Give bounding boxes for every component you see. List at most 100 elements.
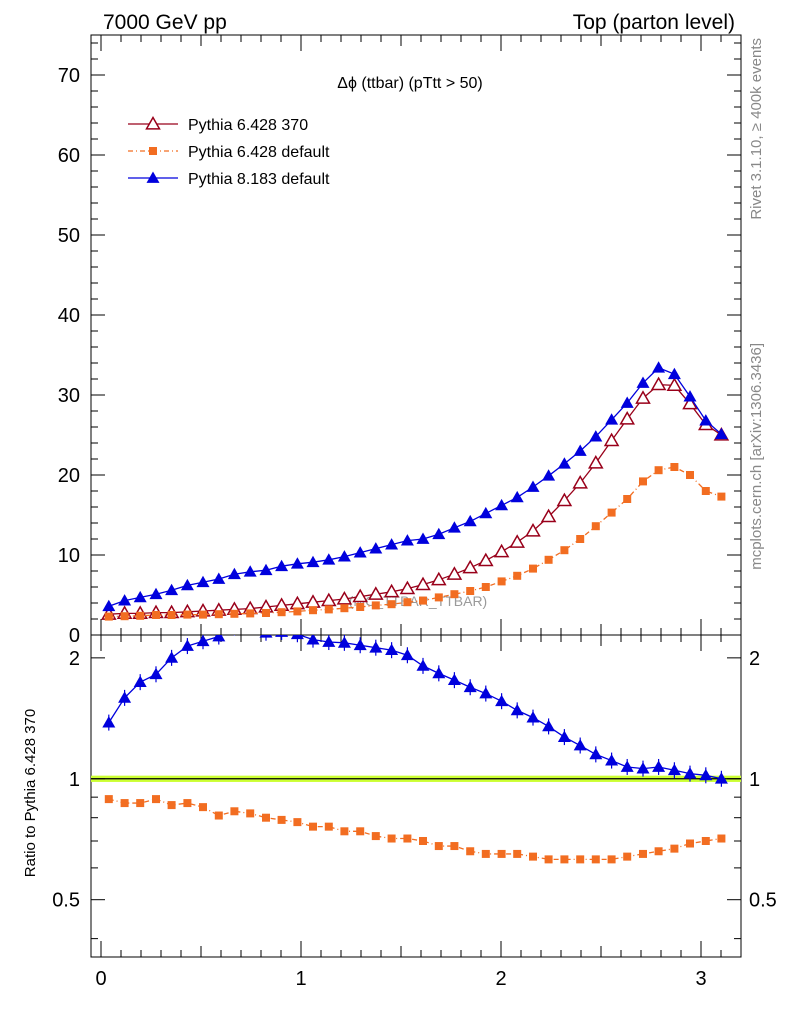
data-point [214, 610, 223, 619]
data-point [447, 521, 461, 533]
series-pythia-8-183-default [102, 361, 728, 612]
data-point [495, 498, 509, 511]
ratio-ytick-label-right: 0.5 [749, 890, 777, 912]
ratio-data-point [152, 795, 160, 804]
series-pythia-6-428-370 [101, 376, 730, 620]
series-line [108, 367, 722, 607]
main-plot-title: Δϕ (ttbar) (pTtt > 50) [337, 75, 482, 92]
data-point [387, 600, 396, 609]
data-point [717, 492, 726, 501]
data-point [415, 576, 431, 591]
ratio-data-point [167, 801, 176, 810]
ratio-data-point [573, 739, 587, 751]
ratio-data-point [290, 635, 304, 640]
main-ytick-label: 10 [58, 545, 80, 567]
ratio-ytick-label: 1 [69, 769, 80, 791]
data-point [243, 565, 257, 577]
data-point [383, 583, 400, 598]
data-point [573, 444, 587, 456]
ratio-data-point [447, 673, 461, 686]
ratio-data-point [337, 636, 351, 648]
ratio-data-point [481, 849, 490, 858]
ratio-data-point [246, 809, 255, 818]
data-point [403, 598, 412, 607]
data-point [542, 469, 556, 481]
series-line [108, 383, 722, 615]
main-series-group [101, 361, 730, 621]
ratio-data-point [324, 822, 333, 831]
data-point [165, 583, 179, 596]
main-ytick-label: 0 [69, 625, 80, 647]
ratio-data-point [432, 666, 446, 679]
series-line [108, 466, 722, 618]
ratio-data-point [400, 648, 414, 661]
data-point [152, 611, 160, 619]
ratio-ytick-label: 0.5 [52, 890, 80, 912]
data-point [529, 564, 537, 573]
data-point [352, 588, 368, 603]
legend-label: Pythia 6.428 default [188, 144, 330, 161]
ratio-ylabel: Ratio to Pythia 6.428 370 [22, 709, 39, 877]
ratio-data-point [654, 847, 663, 856]
data-point [353, 546, 367, 558]
data-point [589, 430, 603, 442]
main-axis-ticks: 0 10 20 30 40 50 60 70 [58, 35, 742, 647]
data-point [650, 376, 667, 391]
data-point [337, 550, 351, 562]
ratio-series-line [108, 635, 722, 780]
ratio-data-point [214, 811, 223, 820]
data-point [416, 532, 430, 544]
data-point [497, 577, 506, 586]
ratio-data-point [526, 711, 540, 723]
data-point [434, 593, 443, 602]
data-point [588, 454, 604, 469]
data-point [293, 607, 302, 616]
legend-marker [146, 171, 160, 183]
ratio-data-point [463, 680, 477, 693]
data-point [509, 534, 525, 548]
data-point [667, 367, 681, 380]
header-left-title: 7000 GeV pp [103, 11, 227, 34]
ratio-data-point [497, 849, 506, 858]
data-point [513, 571, 522, 580]
ratio-data-point [495, 694, 509, 707]
ratio-data-point [371, 832, 380, 841]
ratio-series-group [102, 635, 728, 864]
data-point [654, 466, 663, 475]
data-point [102, 599, 116, 612]
data-point [682, 395, 698, 410]
data-point [607, 508, 616, 517]
ratio-data-point [369, 641, 383, 653]
ratio-data-point [199, 803, 207, 812]
legend: Pythia 6.428 370 Pythia 6.428 default Pyth… [128, 115, 330, 188]
data-point [246, 609, 255, 618]
rivet-side-label: Rivet 3.1.10, ≥ 400k events [748, 38, 765, 220]
data-point [639, 477, 647, 486]
data-point [432, 527, 446, 540]
ratio-ytick-label-right: 2 [749, 648, 760, 670]
ratio-data-point [557, 730, 571, 742]
data-point [167, 611, 176, 619]
ratio-data-point [701, 836, 710, 845]
data-point [212, 572, 226, 584]
ratio-data-point [262, 813, 270, 822]
data-point [277, 608, 286, 617]
data-point [340, 604, 349, 613]
ratio-data-point [667, 763, 681, 776]
data-point [371, 601, 380, 610]
data-point [510, 490, 524, 503]
data-point [450, 590, 459, 599]
data-point [603, 432, 620, 447]
legend-marker [145, 115, 161, 130]
ratio-series-pythia-8-183-default [102, 635, 728, 787]
ratio-data-point [196, 635, 210, 647]
data-point [478, 552, 494, 567]
data-point [385, 538, 399, 550]
mcplots-side-label: mcplots.cern.ch [arXiv:1306.3436] [748, 343, 765, 570]
ratio-data-point [466, 847, 475, 856]
ratio-data-point [714, 772, 728, 784]
data-point [620, 396, 634, 408]
series-pythia-6-428-default [104, 463, 726, 621]
data-point [183, 610, 192, 619]
